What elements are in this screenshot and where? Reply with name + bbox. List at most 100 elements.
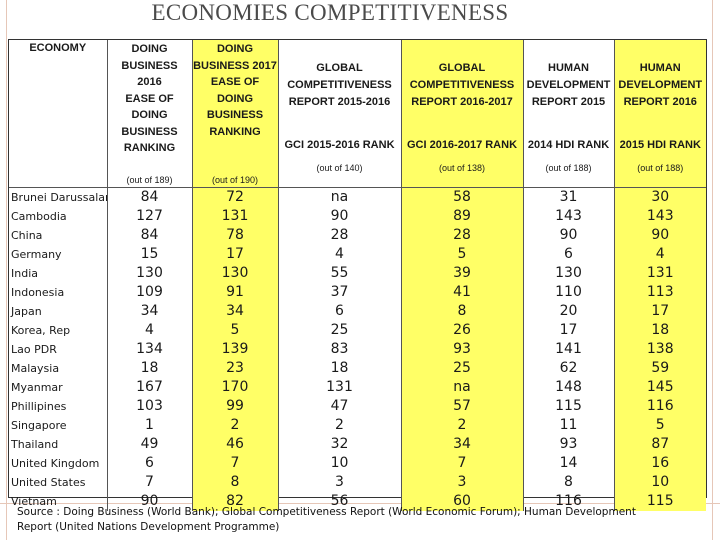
rank-value-cell: 31 [523, 187, 615, 207]
rank-value-cell: 90 [278, 207, 402, 226]
rank-value-cell: 90 [107, 492, 193, 511]
rank-value-cell: 7 [192, 454, 279, 473]
rank-value-cell: 18 [107, 359, 193, 378]
column-header-3: GLOBAL COMPETITIVENESS REPORT 2015-2016 GCI… [278, 40, 402, 188]
rank-value-cell: 131 [614, 264, 706, 283]
table-header-row: ECONOMY DOING BUSINESS 2016 EASE OF DOING BUS… [9, 40, 706, 188]
rank-value-cell: 91 [192, 283, 279, 302]
rank-value-cell: 18 [614, 321, 706, 340]
column-group-title-line: GLOBAL [438, 61, 486, 74]
rank-value-cell: 78 [192, 226, 279, 245]
rank-value-cell: 25 [401, 359, 524, 378]
table-row: Indonesia 109 91 37 41 110 113 [9, 283, 706, 302]
economy-name-cell: Indonesia [9, 283, 108, 302]
economy-name-cell: Vietnam [9, 492, 108, 511]
column-group-title: HUMAN DEVELOPMENT REPORT 2016 [615, 40, 707, 128]
rank-value-cell: 116 [614, 397, 706, 416]
rank-value-cell: 49 [107, 435, 193, 454]
column-header-2: DOING BUSINESS 2017 EASE OF DOING BUSINESS RA… [192, 40, 279, 188]
rank-value-cell: 16 [614, 454, 706, 473]
rank-value-cell: na [401, 378, 524, 397]
rank-value-cell: 4 [278, 245, 402, 264]
rank-value-cell: 39 [401, 264, 524, 283]
rank-value-cell: 143 [614, 207, 706, 226]
rank-value-cell: 3 [401, 473, 524, 492]
table-row: India 130 130 55 39 130 131 [9, 264, 706, 283]
rank-value-cell: 83 [278, 340, 402, 359]
rank-value-cell: 10 [278, 454, 402, 473]
rank-value-cell: 28 [278, 226, 402, 245]
rank-value-cell: 6 [523, 245, 615, 264]
rank-value-cell: 93 [523, 435, 615, 454]
rank-value-cell: 5 [614, 416, 706, 435]
table-row: Myanmar 167 170 131 na 148 145 [9, 378, 706, 397]
rank-value-cell: 72 [192, 187, 279, 207]
table-row: Cambodia 127 131 90 89 143 143 [9, 207, 706, 226]
rank-value-cell: 127 [107, 207, 193, 226]
column-group-title-line: HUMAN [639, 61, 681, 74]
rank-value-cell: 84 [107, 226, 193, 245]
column-group-title-line: 2016 [137, 76, 162, 88]
rank-value-cell: 17 [523, 321, 615, 340]
column-out-of-note: (out of 189) [126, 175, 173, 185]
rank-value-cell: 143 [523, 207, 615, 226]
column-group-title-line: EASE OF [210, 76, 260, 88]
frame-line-left [6, 0, 7, 540]
economy-name-cell: China [9, 226, 108, 245]
rank-value-cell: 116 [523, 492, 615, 511]
column-group-title-line: REPORT 2016 [623, 95, 697, 108]
column-group-title: DOING BUSINESS 2016 EASE OF DOING BUSINESS RAN… [108, 40, 192, 174]
rank-value-cell: na [278, 187, 402, 207]
column-group-title-line: REPORT 2015 [531, 95, 606, 108]
column-rank-label: 2014 HDI RANK [527, 138, 610, 151]
rank-value-cell: 84 [107, 187, 193, 207]
rank-value-cell: 34 [192, 302, 279, 321]
table-row: Germany 15 17 4 5 6 4 [9, 245, 706, 264]
rank-value-cell: 141 [523, 340, 615, 359]
economy-name-cell: Malaysia [9, 359, 108, 378]
column-out-of-note: (out of 190) [211, 175, 259, 185]
column-header-4: GLOBAL COMPETITIVENESS REPORT 2016-2017 GCI… [401, 40, 524, 188]
column-group-title-line: DEVELOPMENT [618, 78, 703, 91]
rank-value-cell: 17 [192, 245, 279, 264]
table-row: Japan 34 34 6 8 20 17 [9, 302, 706, 321]
economy-name-cell: United States [9, 473, 108, 492]
column-out-of-note: (out of 138) [438, 163, 486, 173]
rank-value-cell: 7 [401, 454, 524, 473]
table-row: Malaysia 18 23 18 25 62 59 [9, 359, 706, 378]
rank-value-cell: 58 [401, 187, 524, 207]
rank-value-cell: 5 [401, 245, 524, 264]
rank-value-cell: 60 [401, 492, 524, 511]
column-group-title-line: REPORT 2015-2016 [288, 95, 391, 108]
rank-value-cell: 103 [107, 397, 193, 416]
rank-value-cell: 28 [401, 226, 524, 245]
rank-value-cell: 145 [614, 378, 706, 397]
rank-value-cell: 57 [401, 397, 524, 416]
rank-value-cell: 2 [401, 416, 524, 435]
table-row: Korea, Rep 4 5 25 26 17 18 [9, 321, 706, 340]
rank-value-cell: 34 [401, 435, 524, 454]
rank-value-cell: 34 [107, 302, 193, 321]
table-row: United Kingdom 6 7 10 7 14 16 [9, 454, 706, 473]
column-group-title-line: DOING [131, 43, 168, 55]
economy-name-cell: Phillipines [9, 397, 108, 416]
rank-value-cell: 47 [278, 397, 402, 416]
column-group-title-line: REPORT 2016-2017 [411, 95, 513, 108]
table-row: Singapore 1 2 2 2 11 5 [9, 416, 706, 435]
rank-value-cell: 25 [278, 321, 402, 340]
rank-value-cell: 99 [192, 397, 279, 416]
economy-name-cell: Brunei Darussalam [9, 187, 108, 207]
rank-value-cell: 30 [614, 187, 706, 207]
rank-value-cell: 46 [192, 435, 279, 454]
column-group-title-line: DEVELOPMENT [526, 78, 611, 91]
column-group-title: GLOBAL COMPETITIVENESS REPORT 2016-2017 [402, 40, 523, 128]
column-group-title-line: BUSINESS [121, 125, 178, 138]
column-group-title-line: DOING [216, 43, 254, 55]
rank-value-cell: 6 [278, 302, 402, 321]
rank-value-cell: 90 [523, 226, 615, 245]
rank-value-cell: 26 [401, 321, 524, 340]
economy-column-header: ECONOMY [9, 40, 108, 188]
rank-value-cell: 11 [523, 416, 615, 435]
rank-value-cell: 32 [278, 435, 402, 454]
economy-name-cell: Korea, Rep [9, 321, 108, 340]
